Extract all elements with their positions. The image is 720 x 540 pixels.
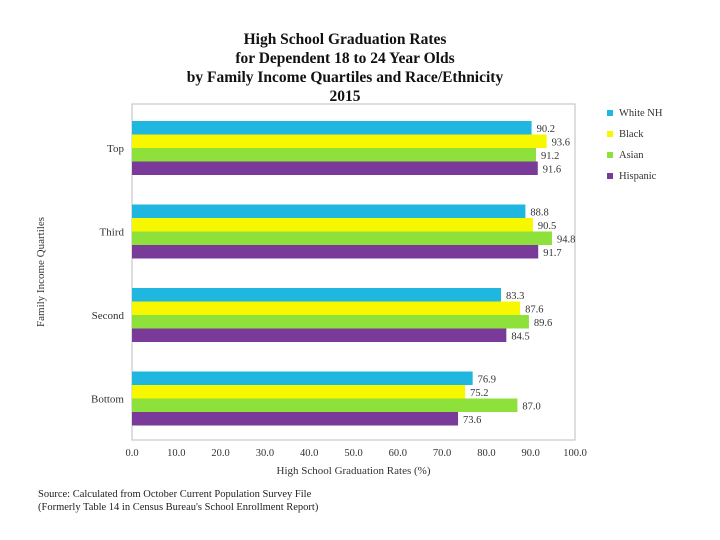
- y-axis-label: Family Income Quartiles: [35, 217, 47, 327]
- legend-label: Black: [619, 129, 644, 140]
- x-tick-label: 90.0: [522, 448, 540, 459]
- x-tick-label: 50.0: [344, 448, 362, 459]
- y-tick-label: Second: [92, 310, 125, 322]
- data-label: 73.6: [463, 415, 481, 426]
- bar-bottom-asian: [132, 398, 518, 412]
- plot-frame: [131, 103, 576, 441]
- legend-label: Asian: [619, 150, 644, 161]
- x-tick-label: 30.0: [256, 448, 274, 459]
- chart-title-line-2: for Dependent 18 to 24 Year Olds: [235, 50, 455, 67]
- bar-bottom-black: [132, 385, 466, 399]
- bar-bottom-white-nh: [132, 371, 473, 385]
- chart-title-line-4: 2015: [329, 88, 361, 105]
- legend-swatch: [607, 131, 613, 137]
- data-label: 89.6: [534, 318, 552, 329]
- chart-title-line-1: High School Graduation Rates: [243, 31, 447, 48]
- source-note: Source: Calculated from October Current …: [38, 488, 318, 514]
- data-label: 87.0: [522, 401, 540, 412]
- bar-top-hispanic: [132, 161, 538, 175]
- source-line-1: Source: Calculated from October Current …: [38, 489, 312, 500]
- data-label: 84.5: [511, 331, 529, 342]
- x-tick-label: 10.0: [167, 448, 185, 459]
- x-axis-label: High School Graduation Rates (%): [277, 465, 431, 477]
- x-tick-label: 0.0: [125, 448, 138, 459]
- x-tick-label: 100.0: [563, 448, 587, 459]
- data-label: 94.8: [557, 234, 575, 245]
- bar-top-black: [132, 134, 547, 148]
- data-label: 90.2: [537, 124, 555, 135]
- bar-second-asian: [132, 315, 529, 329]
- bar-third-white-nh: [132, 204, 526, 218]
- x-tick-label: 20.0: [211, 448, 229, 459]
- data-label: 90.5: [538, 221, 556, 232]
- legend-label: Hispanic: [619, 171, 657, 182]
- bar-third-black: [132, 218, 533, 232]
- source-line-2: (Formerly Table 14 in Census Bureau's Sc…: [38, 502, 319, 513]
- bar-top-white-nh: [132, 121, 532, 135]
- chart-title: High School Graduation Rates for Depende…: [120, 30, 570, 106]
- bar-second-hispanic: [132, 328, 507, 342]
- y-tick-label: Third: [100, 227, 125, 239]
- legend-swatch: [607, 110, 613, 116]
- x-tick-label: 40.0: [300, 448, 318, 459]
- bar-third-hispanic: [132, 245, 539, 259]
- data-label: 88.8: [530, 207, 548, 218]
- x-tick-label: 70.0: [433, 448, 451, 459]
- legend-swatch: [607, 152, 613, 158]
- data-label: 76.9: [478, 374, 496, 385]
- bar-top-asian: [132, 148, 537, 162]
- bar-second-white-nh: [132, 288, 502, 302]
- bar-second-black: [132, 301, 521, 315]
- bar-third-asian: [132, 231, 552, 245]
- data-label: 91.6: [543, 164, 561, 175]
- chart-title-line-3: by Family Income Quartiles and Race/Ethn…: [186, 69, 504, 86]
- data-label: 91.7: [543, 248, 561, 259]
- legend-swatch: [607, 173, 613, 179]
- y-tick-label: Bottom: [91, 394, 124, 406]
- data-label: 91.2: [541, 151, 559, 162]
- data-label: 75.2: [470, 388, 488, 399]
- legend: White NH Black Asian Hispanic: [607, 108, 663, 182]
- x-tick-label: 60.0: [389, 448, 407, 459]
- data-label: 93.6: [552, 137, 570, 148]
- x-tick-label: 80.0: [477, 448, 495, 459]
- bar-bottom-hispanic: [132, 412, 459, 426]
- data-label: 83.3: [506, 291, 524, 302]
- legend-label: White NH: [619, 108, 663, 119]
- y-tick-label: Top: [107, 143, 124, 155]
- data-label: 87.6: [525, 304, 543, 315]
